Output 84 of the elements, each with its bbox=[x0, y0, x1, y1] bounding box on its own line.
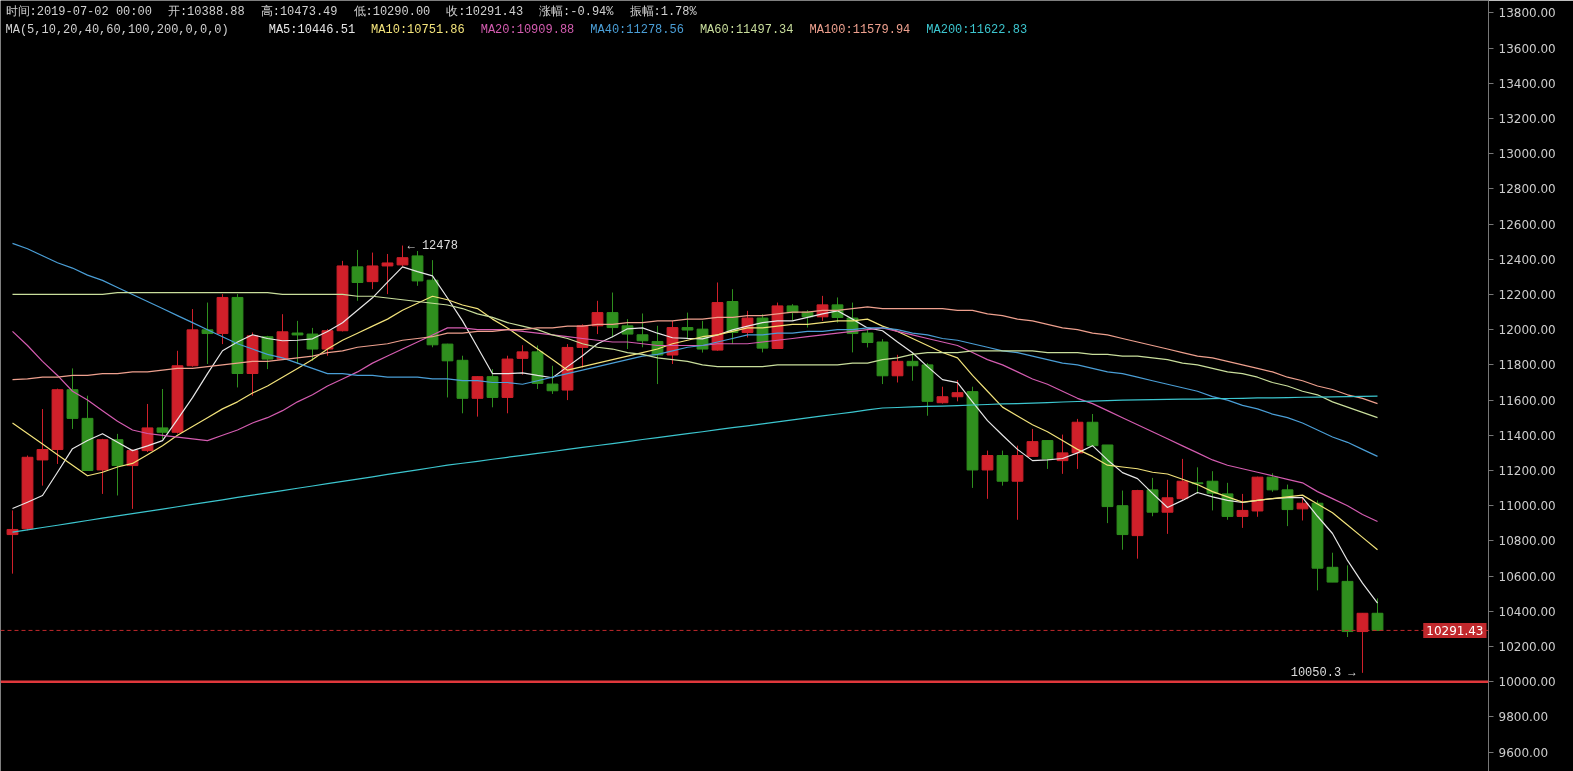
candlestick bbox=[381, 253, 394, 295]
y-tick-label: 13800.00 bbox=[1498, 6, 1556, 21]
text: MA100:11579.94 bbox=[809, 22, 911, 37]
y-tick-label: 11600.00 bbox=[1498, 393, 1556, 408]
y-tick-label: 11000.00 bbox=[1498, 499, 1556, 514]
annotation: 10050.3 → bbox=[1290, 665, 1357, 680]
text: MA10:10751.86 bbox=[371, 22, 465, 37]
candlestick bbox=[351, 249, 364, 302]
y-tick-label: 9600.00 bbox=[1498, 745, 1549, 760]
y-tick-label: 13000.00 bbox=[1498, 147, 1556, 162]
y-tick-label: 12400.00 bbox=[1498, 252, 1556, 267]
y-tick-label: 10600.00 bbox=[1498, 569, 1556, 584]
annotation: 振幅:1.78% bbox=[629, 4, 698, 19]
line-series bbox=[11, 292, 1379, 419]
line-series bbox=[11, 306, 1379, 405]
candlestick bbox=[681, 312, 694, 340]
candlestick bbox=[1371, 597, 1384, 632]
candlestick bbox=[906, 352, 919, 382]
candlestick bbox=[591, 300, 604, 335]
annotation: 时间:2019-07-02 00:00 bbox=[5, 4, 152, 19]
candlestick bbox=[1206, 470, 1219, 511]
y-tick-label: 10200.00 bbox=[1498, 640, 1556, 655]
candlestick bbox=[1146, 477, 1159, 517]
candlestick bbox=[1236, 493, 1249, 529]
candlestick bbox=[516, 344, 529, 376]
candlestick bbox=[1356, 612, 1369, 674]
y-tick-label: 9800.00 bbox=[1498, 710, 1549, 725]
y-tick-label: 11200.00 bbox=[1498, 463, 1556, 478]
y-tick-label: 11800.00 bbox=[1498, 358, 1556, 373]
candlestick bbox=[636, 312, 649, 348]
y-tick-label: 12000.00 bbox=[1498, 323, 1556, 338]
candlestick bbox=[1086, 413, 1099, 447]
y-tick-label: 10400.00 bbox=[1498, 604, 1556, 619]
candlestick bbox=[306, 327, 319, 362]
text: MA5:10446.51 bbox=[268, 22, 356, 37]
candlestick bbox=[1296, 496, 1309, 521]
candlestick bbox=[1026, 428, 1039, 457]
y-tick-label: 13400.00 bbox=[1498, 76, 1556, 91]
candlestick bbox=[321, 328, 334, 357]
candlestick bbox=[486, 368, 499, 408]
candlestick bbox=[156, 388, 169, 440]
line-series bbox=[11, 295, 1379, 551]
annotation: 高:10473.49 bbox=[260, 3, 338, 19]
candlestick bbox=[126, 448, 139, 510]
y-tick-label: 12800.00 bbox=[1498, 182, 1556, 197]
candlestick bbox=[546, 365, 559, 395]
candlestick bbox=[951, 379, 964, 402]
text: MA40:11278.56 bbox=[590, 22, 684, 37]
candlestick bbox=[441, 343, 454, 398]
candlestick bbox=[36, 408, 49, 487]
annotation: MA(5,10,20,40,60,100,200,0,0,0) bbox=[5, 22, 229, 37]
y-tick-label: 12600.00 bbox=[1498, 217, 1556, 232]
candlestick bbox=[1326, 552, 1339, 583]
candlestick bbox=[1266, 472, 1279, 493]
candlestick bbox=[1161, 479, 1174, 535]
candlestick bbox=[1041, 440, 1054, 470]
candlestick bbox=[606, 292, 619, 338]
candlestick bbox=[471, 375, 484, 418]
text: MA20:10909.88 bbox=[480, 22, 575, 37]
candlestick bbox=[1221, 482, 1234, 521]
candlestick bbox=[291, 320, 304, 365]
candlestick bbox=[366, 252, 379, 290]
y-tick-label: 13600.00 bbox=[1498, 41, 1556, 56]
candlestick bbox=[891, 354, 904, 383]
y-tick-label: 10800.00 bbox=[1498, 534, 1556, 549]
candlestick bbox=[201, 302, 214, 365]
y-tick-label: 11400.00 bbox=[1498, 428, 1556, 443]
annotation: 低:10290.00 bbox=[353, 4, 431, 19]
y-tick-label: 13200.00 bbox=[1498, 111, 1556, 126]
ref-line-label: 10291.43 bbox=[1426, 623, 1484, 638]
candlestick bbox=[6, 509, 19, 575]
candlestick bbox=[981, 450, 994, 500]
candlestick bbox=[1281, 484, 1294, 527]
annotation: 涨幅:-0.94% bbox=[539, 4, 615, 19]
text: MA200:11622.83 bbox=[926, 22, 1028, 37]
annotation: 收:10291.43 bbox=[446, 4, 524, 19]
text: MA60:11497.34 bbox=[699, 22, 794, 37]
y-tick-label: 10000.00 bbox=[1498, 675, 1556, 690]
annotation: 开:10388.88 bbox=[167, 4, 245, 19]
y-tick-label: 12200.00 bbox=[1498, 287, 1556, 302]
candlestick bbox=[861, 328, 874, 348]
annotation: ← 12478 bbox=[407, 238, 458, 253]
line-series bbox=[11, 242, 1379, 458]
candlestick bbox=[1176, 458, 1189, 501]
